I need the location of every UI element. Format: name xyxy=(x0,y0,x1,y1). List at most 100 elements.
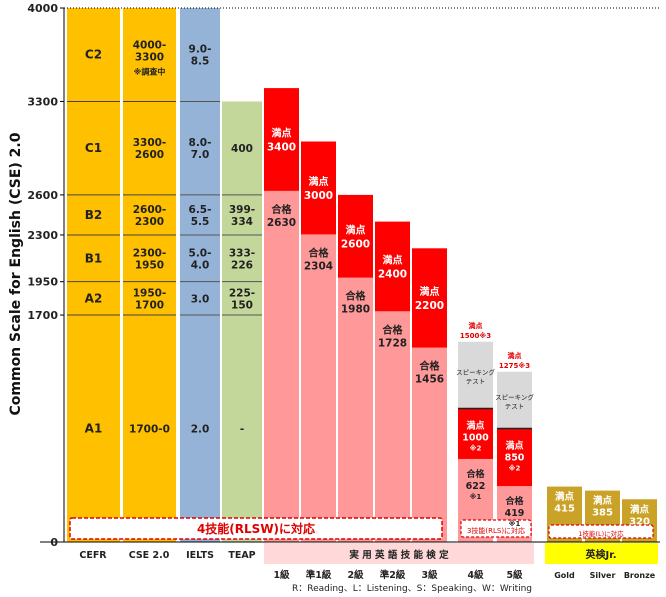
eiken-full-bar xyxy=(338,194,373,278)
eiken-pass-score: 2304 xyxy=(304,260,333,272)
eiken-pass-label: 合格 xyxy=(382,323,404,336)
eiken-full-label: 満点 xyxy=(346,223,366,236)
cse-note: ※調査中 xyxy=(134,67,166,77)
three-skills-badge xyxy=(460,519,532,538)
ielts-band-label: 3.0 xyxy=(191,293,210,305)
y-tick-label: 2600 xyxy=(27,189,58,202)
eiken-full-bar xyxy=(264,88,299,191)
eiken-speaking-bar xyxy=(458,341,493,409)
eiken-pass-score: 1980 xyxy=(341,304,370,316)
cefr-level-label: B1 xyxy=(85,251,103,265)
legend-note: R：Reading、L：Listening、S：Speaking、W：Writi… xyxy=(292,584,532,593)
eiken-speaking-bar xyxy=(497,371,532,429)
eiken-jr-full-score: 385 xyxy=(592,508,613,519)
ielts-band-label: 5.0-4.0 xyxy=(189,247,212,271)
teap-score-label: - xyxy=(240,424,244,436)
x-label-ielts: IELTS xyxy=(186,550,214,561)
eiken-pass-score: 622 xyxy=(466,481,486,492)
ielts-band-label: 8.0-7.0 xyxy=(189,137,212,161)
cse-range-label: 4000-3300 xyxy=(133,40,167,64)
teap-score-label: 225-150 xyxy=(229,287,255,311)
cefr-level-label: C1 xyxy=(85,141,102,155)
eiken-speaking-label: スピーキングテスト xyxy=(495,393,534,411)
one-skill-badge xyxy=(548,524,654,539)
cse-range-label: 3300-2600 xyxy=(133,137,167,161)
eiken-jr-group-label: 英検Jr. xyxy=(584,548,616,561)
eiken-pass-bar xyxy=(301,234,336,542)
eiken-pass-score: 419 xyxy=(505,508,525,519)
eiken-full-score: 3000 xyxy=(304,190,333,202)
eiken-pass-note: ※1 xyxy=(470,492,482,501)
eiken-full-score: 850 xyxy=(505,453,525,464)
eiken-full-bar xyxy=(497,428,532,487)
x-label-eiken-jr-grade: Silver xyxy=(590,571,616,580)
y-tick-label: 3300 xyxy=(27,95,58,108)
eiken-full-bar xyxy=(412,248,447,348)
eiken-full-bar xyxy=(458,408,493,459)
eiken-speaking-label: スピーキングテスト xyxy=(456,368,495,386)
eiken-full-label: 満点 xyxy=(383,253,403,266)
eiken-jr-group-label-bg xyxy=(545,543,658,564)
chart-labels: 0 1700 1950 2300 2600 3300 4000 C2 C1 B2 B1 A2 A1 400… xyxy=(27,2,655,594)
eiken-pass-note: ※1 xyxy=(509,519,521,528)
chart-bars xyxy=(67,8,658,564)
eiken-full-label: 満点 xyxy=(272,126,292,139)
y-axis-label: Common Scale for English (CSE) 2.0 xyxy=(8,132,24,415)
eiken-pass-label: 合格 xyxy=(271,203,293,216)
eiken-jr-full-label: 満点 xyxy=(593,495,613,507)
eiken-full-score: 2600 xyxy=(341,238,370,250)
eiken-jr-full-score: 415 xyxy=(554,504,575,515)
y-tick-label: 4000 xyxy=(27,2,58,15)
eiken-pass-bar xyxy=(264,190,299,542)
x-label-teap: TEAP xyxy=(228,550,255,561)
x-label-eiken-grade: 3級 xyxy=(421,569,438,581)
chart-gridlines xyxy=(40,7,660,543)
eiken-jr-full-label: 満点 xyxy=(555,491,575,503)
eiken-full-label: 満点 xyxy=(466,420,484,432)
x-label-eiken-grade: 1級 xyxy=(273,569,290,581)
eiken-pass-bar xyxy=(375,311,410,542)
y-tick-label: 0 xyxy=(50,536,58,549)
eiken-jr-full-score: 320 xyxy=(629,516,650,527)
eiken-pass-bar xyxy=(338,277,373,542)
cse-range-label: 2600-2300 xyxy=(133,204,167,228)
eiken-group-label-bg xyxy=(264,543,534,564)
eiken-full-bar xyxy=(375,221,410,312)
eiken-full-label: 満点 xyxy=(505,440,523,452)
cefr-level-label: B2 xyxy=(85,208,103,222)
cse-range-label: 1700-0 xyxy=(129,424,170,436)
eiken-speaking-full-label: 満点 xyxy=(508,351,522,360)
three-skills-label: 3技能(RLS)に対応 xyxy=(467,526,525,535)
ielts-column xyxy=(180,8,220,542)
eiken-jr-full-label: 満点 xyxy=(630,503,650,515)
eiken-pass-label: 合格 xyxy=(308,246,330,259)
eiken-full-label: 満点 xyxy=(309,175,329,188)
ielts-band-label: 6.5-5.5 xyxy=(189,204,212,228)
eiken-full-score: 1000 xyxy=(462,433,489,444)
teap-score-label: 399-334 xyxy=(229,204,255,228)
eiken-full-score: 2400 xyxy=(378,268,407,280)
eiken-pass-label: 合格 xyxy=(345,290,367,303)
x-label-eiken-jr-grade: Gold xyxy=(554,571,575,580)
y-tick-label: 2300 xyxy=(27,229,58,242)
eiken-pass-bar xyxy=(412,347,447,542)
teap-score-label: 333-226 xyxy=(229,247,255,271)
eiken-group-label: 実 用 英 語 技 能 検 定 xyxy=(349,549,449,561)
cefr-level-label: A2 xyxy=(85,291,103,305)
eiken-full-score: 3400 xyxy=(267,141,296,153)
y-tick-label: 1950 xyxy=(27,276,58,289)
y-tick-label: 1700 xyxy=(27,309,58,322)
one-skill-label: 1技能(L)に対応 xyxy=(578,529,624,538)
eiken-speaking-full-label: 満点 xyxy=(469,321,483,330)
eiken-pass-label: 合格 xyxy=(505,495,524,507)
x-label-cse: CSE 2.0 xyxy=(129,550,170,561)
four-skills-badge xyxy=(69,517,443,540)
eiken-full-score: 2200 xyxy=(415,300,444,312)
four-skills-label: 4技能(RLSW)に対応 xyxy=(197,521,315,536)
cefr-level-label: A1 xyxy=(85,422,103,436)
cse-range-label: 2300-1950 xyxy=(133,247,167,271)
eiken-pass-label: 合格 xyxy=(419,360,441,373)
cefr-column xyxy=(67,8,120,542)
eiken-full-note: ※2 xyxy=(509,464,521,473)
